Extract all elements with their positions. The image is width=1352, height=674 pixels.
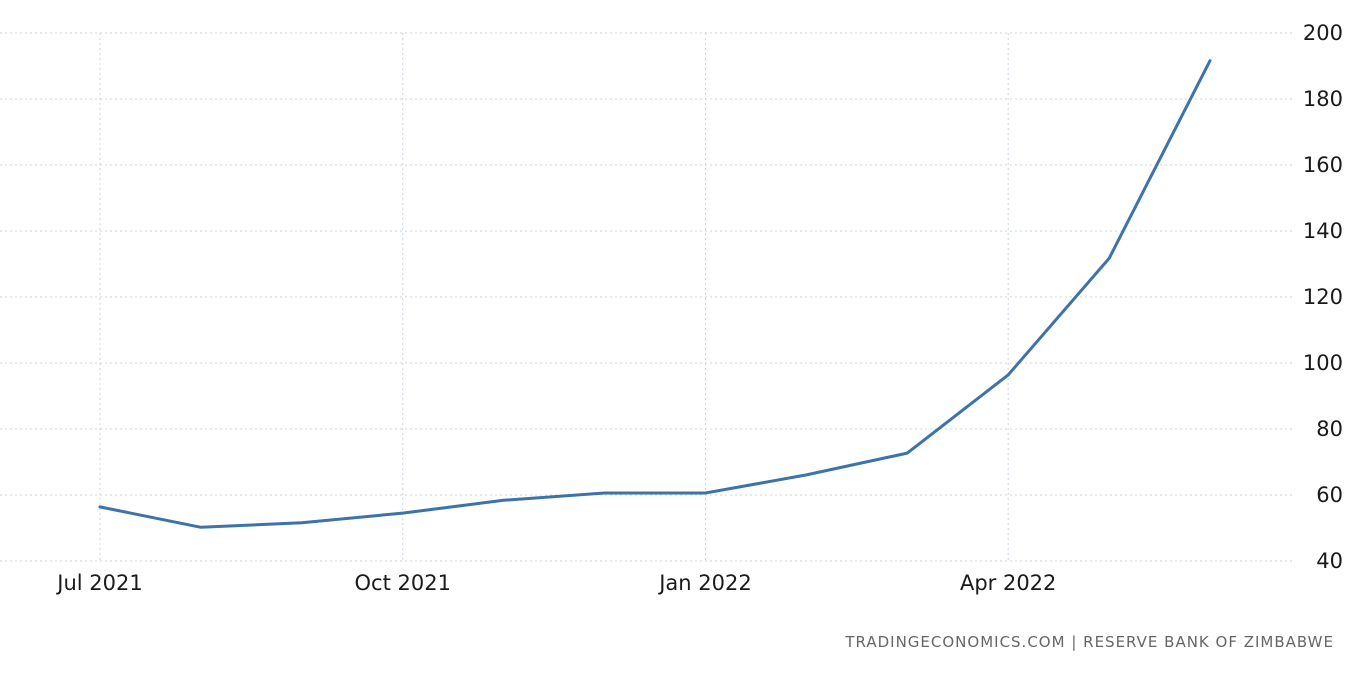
- y-axis-ticks: 40 60 80 100 120 140 160 180 200: [1303, 21, 1343, 573]
- y-tick-label: 60: [1316, 483, 1343, 507]
- source-attribution: TRADINGECONOMICS.COM | RESERVE BANK OF Z…: [845, 633, 1334, 651]
- y-tick-label: 160: [1303, 153, 1343, 177]
- x-tick-label: Oct 2021: [355, 571, 451, 595]
- y-tick-label: 120: [1303, 285, 1343, 309]
- grid-layer: [0, 32, 1292, 562]
- y-tick-label: 180: [1303, 87, 1343, 111]
- y-tick-label: 80: [1316, 417, 1343, 441]
- series-layer: [98, 59, 1212, 529]
- x-tick-label: Apr 2022: [960, 571, 1056, 595]
- x-tick-label: Jul 2021: [55, 571, 142, 595]
- y-tick-label: 140: [1303, 219, 1343, 243]
- x-tick-label: Jan 2022: [657, 571, 752, 595]
- y-tick-label: 100: [1303, 351, 1343, 375]
- x-axis-ticks: Jul 2021 Oct 2021 Jan 2022 Apr 2022: [55, 571, 1056, 595]
- series-line-0: [98, 59, 1212, 529]
- y-tick-label: 200: [1303, 21, 1343, 45]
- y-tick-label: 40: [1316, 549, 1343, 573]
